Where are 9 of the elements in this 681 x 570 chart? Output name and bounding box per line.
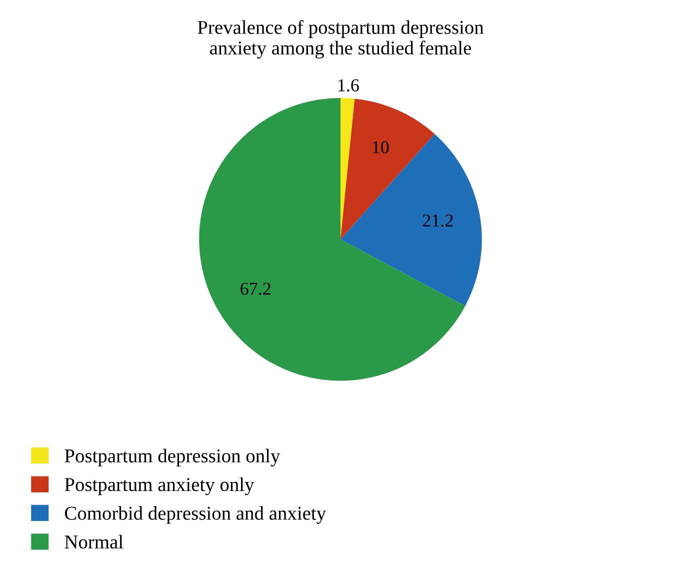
legend-label: Postpartum depression only bbox=[64, 448, 280, 466]
data-label: 67.2 bbox=[240, 282, 270, 295]
legend-label: Normal bbox=[64, 534, 124, 549]
data-label: 10 bbox=[372, 141, 389, 154]
chart-title: Prevalence of postpartum depression anxiety among the studied female bbox=[198, 20, 484, 59]
legend-label: Postpartum anxiety only bbox=[64, 477, 254, 496]
data-label: 1.6 bbox=[338, 79, 359, 92]
legend-label: Comorbid depression and anxiety bbox=[64, 506, 326, 524]
data-label: 21.2 bbox=[422, 214, 453, 227]
